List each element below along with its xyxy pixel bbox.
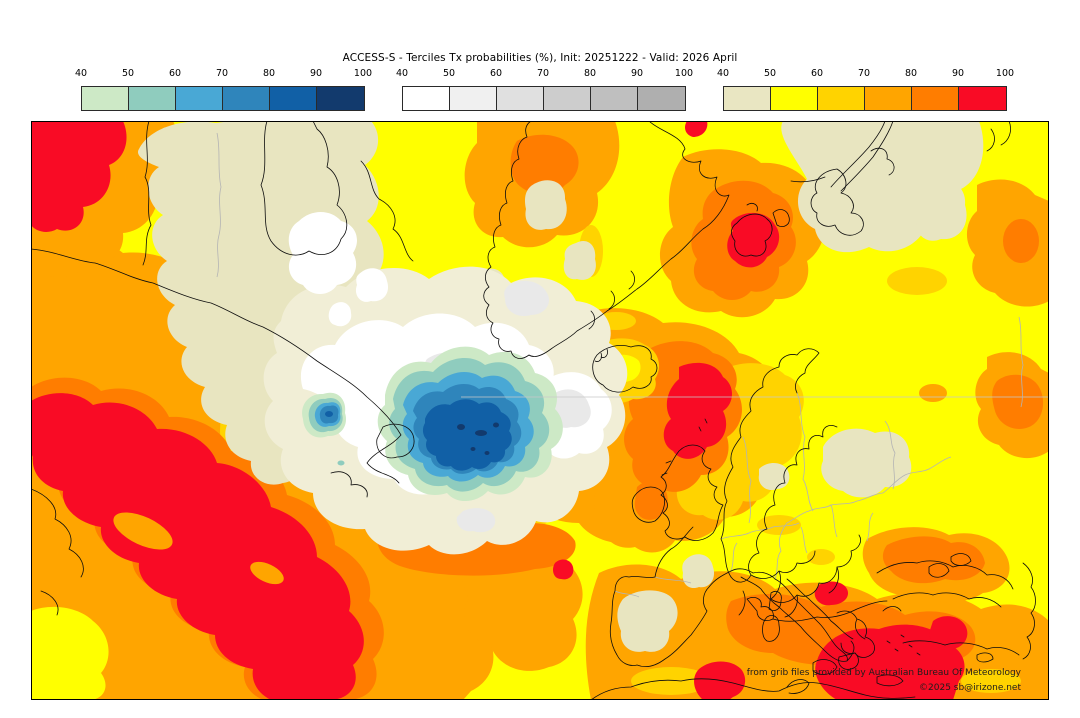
tick-label: 50 (442, 68, 456, 79)
tick-label: 80 (904, 68, 918, 79)
tick-label: 40 (395, 68, 409, 79)
colorbar-segment (959, 87, 1006, 110)
colorbar-segment (771, 87, 818, 110)
colorbar-segment (450, 87, 497, 110)
contour-map-canvas (31, 121, 1049, 700)
copyright-attribution: ©2025 sb@irizone.net (919, 683, 1021, 693)
colorbar-segment (129, 87, 176, 110)
colorbar-segment (403, 87, 450, 110)
colorbar-segment (544, 87, 591, 110)
tick-label: 70 (857, 68, 871, 79)
colorbar-segment (82, 87, 129, 110)
colorbar-segment (591, 87, 638, 110)
warm-tercile-colorbar (723, 86, 1007, 111)
tick-label: 90 (951, 68, 965, 79)
below-normal-core (302, 346, 563, 502)
neutral-bar-ticks: 40 50 60 70 80 90 100 (396, 68, 693, 81)
tick-label: 100 (674, 68, 694, 79)
colorbar-segment (912, 87, 959, 110)
country-borders (216, 132, 1024, 598)
tick-label: 60 (810, 68, 824, 79)
tick-label: 60 (168, 68, 182, 79)
neutral-tercile-colorbar (402, 86, 686, 111)
colorbar-segment (270, 87, 317, 110)
coastlines (31, 121, 1036, 700)
map-frame (31, 121, 1049, 700)
tick-label: 70 (215, 68, 229, 79)
tick-label: 90 (309, 68, 323, 79)
colorbar-segment (497, 87, 544, 110)
colorbar-segment (865, 87, 912, 110)
tick-label: 50 (121, 68, 135, 79)
colorbar-segment (223, 87, 270, 110)
data-source-attribution: from grib files provided by Australian B… (746, 668, 1021, 678)
figure-title: ACCESS-S - Terciles Tx probabilities (%)… (342, 52, 738, 64)
colorbar-segment (638, 87, 685, 110)
colorbar-segment (818, 87, 865, 110)
tick-label: 40 (74, 68, 88, 79)
tick-label: 100 (995, 68, 1015, 79)
tick-label: 60 (489, 68, 503, 79)
cool-tercile-colorbar (81, 86, 365, 111)
tick-label: 80 (583, 68, 597, 79)
neutral-and-cool-regions (137, 121, 984, 652)
colorbar-segment (724, 87, 771, 110)
colorbar-segment (176, 87, 223, 110)
tick-label: 90 (630, 68, 644, 79)
probability-map: from grib files provided by Australian B… (31, 121, 1049, 700)
tick-label: 40 (716, 68, 730, 79)
cool-bar-ticks: 40 50 60 70 80 90 100 (75, 68, 372, 81)
tick-label: 100 (353, 68, 373, 79)
warm-bar-ticks: 40 50 60 70 80 90 100 (717, 68, 1014, 81)
tick-label: 80 (262, 68, 276, 79)
tick-label: 70 (536, 68, 550, 79)
tick-label: 50 (763, 68, 777, 79)
colorbar-segment (317, 87, 364, 110)
